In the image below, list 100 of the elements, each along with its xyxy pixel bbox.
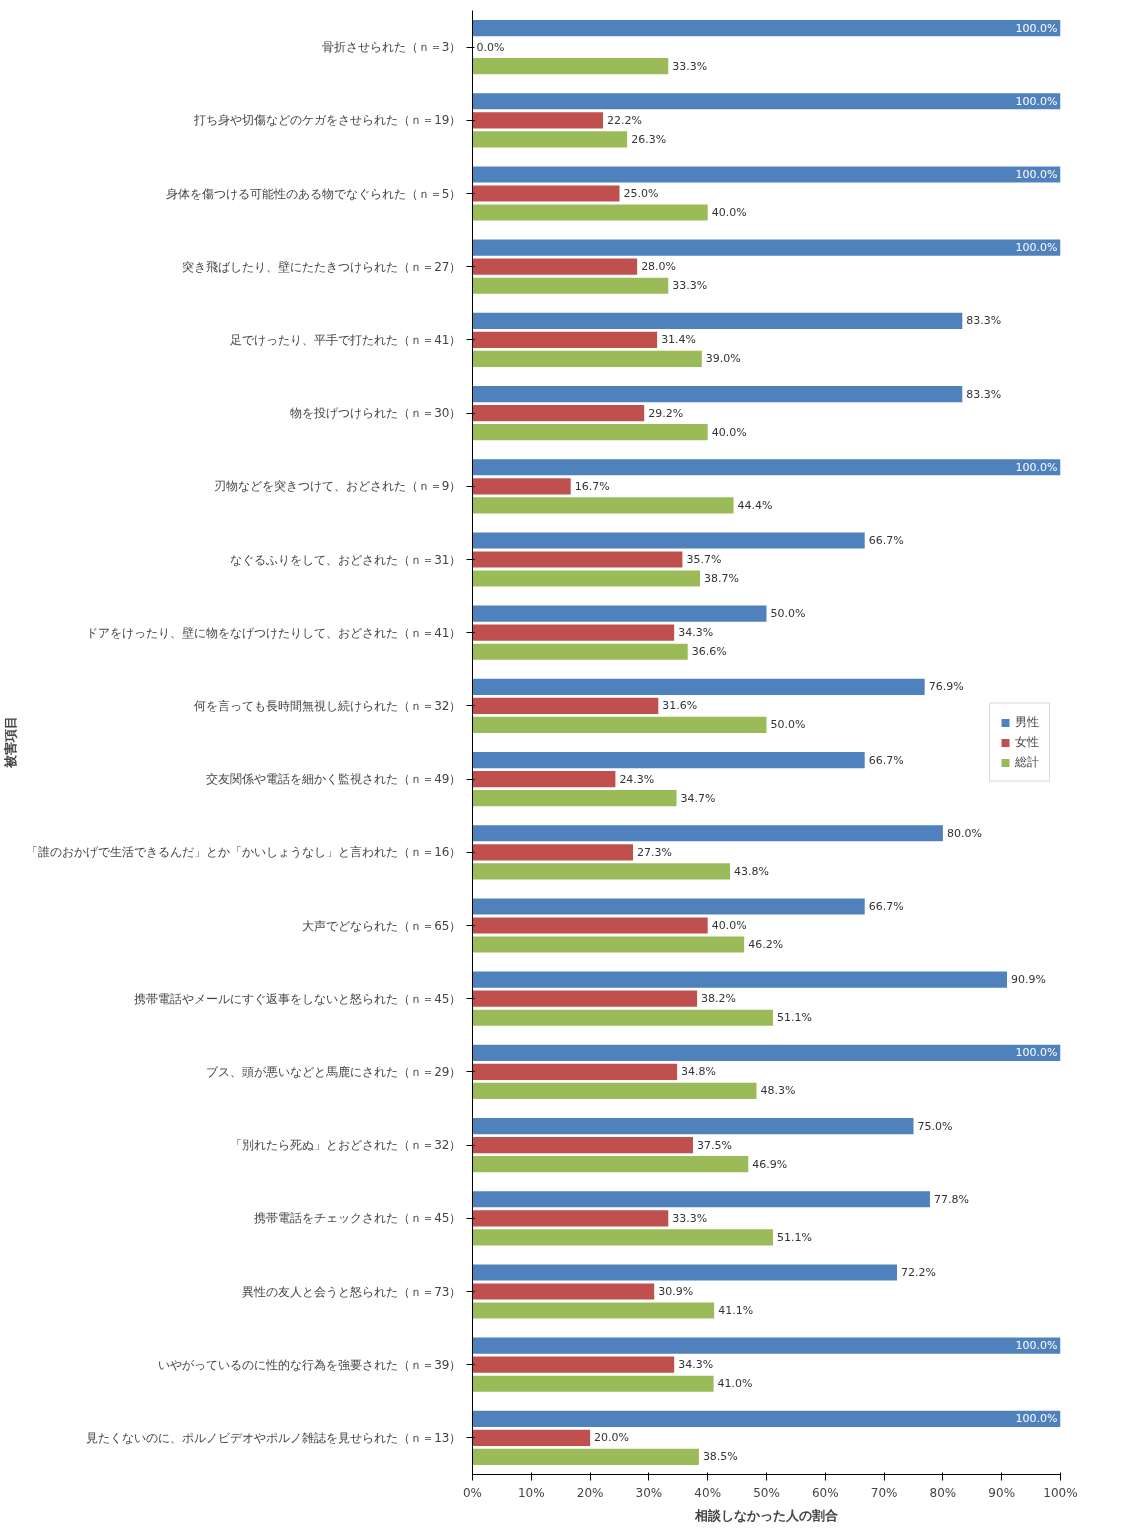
bar	[472, 478, 571, 495]
x-tick-label: 0%	[462, 1485, 483, 1500]
y-tick-label: ドアをけったり、壁に物をなげつけたりして、おどされた（ｎ＝41）	[86, 625, 462, 640]
data-label: 66.7%	[868, 753, 904, 767]
bar	[472, 1264, 898, 1281]
data-label: 22.2%	[607, 113, 642, 127]
data-label: 34.3%	[678, 626, 714, 640]
bar	[472, 551, 683, 568]
bar	[472, 497, 734, 514]
bar	[472, 1191, 930, 1208]
bar	[472, 825, 943, 842]
data-label: 100.0%	[1015, 167, 1058, 181]
data-label: 33.3%	[672, 1211, 708, 1225]
x-tick-label: 20%	[576, 1485, 604, 1500]
y-tick-label: 異性の友人と会うと怒られた（ｎ＝73）	[242, 1284, 462, 1299]
bar	[472, 204, 708, 221]
y-tick-label: なぐるふりをして、おどされた（ｎ＝31）	[230, 552, 462, 567]
y-tick-label: 交友関係や電話を細かく監視された（ｎ＝49）	[206, 772, 462, 787]
data-label: 31.6%	[662, 699, 698, 713]
bar	[472, 112, 604, 129]
bar	[472, 624, 675, 641]
x-tick-label: 90%	[988, 1485, 1016, 1500]
data-label: 48.3%	[760, 1084, 796, 1098]
y-tick-label: 刃物などを突きつけて、おどされた（ｎ＝9）	[213, 479, 462, 494]
bar	[472, 131, 628, 148]
bar	[472, 697, 659, 714]
data-label: 34.7%	[680, 791, 716, 805]
x-tick-label: 80%	[929, 1485, 957, 1500]
data-label: 31.4%	[661, 333, 697, 347]
bar	[472, 239, 1061, 256]
bar	[472, 19, 1061, 37]
data-label: 40.0%	[711, 206, 747, 220]
bar	[472, 1375, 714, 1392]
data-label: 66.7%	[868, 899, 904, 913]
bar	[472, 1117, 914, 1135]
data-label: 38.2%	[701, 992, 737, 1006]
data-label: 37.5%	[697, 1138, 732, 1152]
data-label: 43.8%	[734, 864, 769, 878]
data-label: 46.9%	[752, 1157, 788, 1171]
y-tick-label: 「誰のおかげで生活できるんだ」とか「かいしょうなし」と言われた（ｎ＝16）	[26, 845, 462, 860]
data-label: 41.1%	[718, 1304, 754, 1318]
data-label: 100.0%	[1015, 1412, 1058, 1426]
bar	[472, 1137, 693, 1154]
bar	[472, 459, 1061, 476]
x-tick-label: 100%	[1043, 1485, 1078, 1500]
data-label: 100.0%	[1015, 94, 1058, 108]
data-label: 20.0%	[594, 1431, 630, 1445]
data-label: 28.0%	[641, 260, 677, 274]
bar	[472, 1302, 715, 1319]
data-label: 38.5%	[702, 1450, 738, 1464]
x-tick-label: 60%	[811, 1485, 839, 1500]
data-label: 90.9%	[1010, 973, 1046, 987]
legend-label: 男性	[1015, 713, 1039, 731]
data-label: 40.0%	[711, 425, 747, 439]
data-label: 33.3%	[672, 279, 708, 293]
bar	[472, 936, 745, 953]
y-tick-label: 携帯電話やメールにすぐ返事をしないと怒られた（ｎ＝45）	[134, 991, 462, 1006]
x-tick-label: 40%	[694, 1485, 722, 1500]
bar	[472, 643, 688, 660]
data-label: 100.0%	[1015, 241, 1058, 255]
bar	[472, 1283, 655, 1300]
bar	[472, 898, 865, 915]
y-axis-title: 被害項目	[3, 716, 19, 770]
data-label: 83.3%	[966, 387, 1002, 401]
bar	[472, 405, 645, 422]
data-label: 51.1%	[776, 1230, 812, 1244]
y-tick-label: 身体を傷つける可能性のある物でなぐられた（ｎ＝5）	[165, 186, 462, 201]
y-tick-label: 骨折させられた（ｎ＝3）	[321, 40, 462, 55]
bar	[472, 971, 1007, 988]
bar	[472, 570, 701, 587]
y-tick-label: 物を投げつけられた（ｎ＝30）	[290, 406, 462, 421]
x-tick-label: 70%	[870, 1485, 898, 1500]
data-label: 100.0%	[1015, 21, 1058, 35]
y-tick-label: いやがっているのに性的な行為を強要された（ｎ＝39）	[158, 1357, 462, 1372]
bar	[472, 1082, 757, 1100]
data-label: 66.7%	[868, 533, 904, 547]
bar	[472, 1429, 591, 1446]
data-label: 27.3%	[637, 845, 672, 859]
data-label: 16.7%	[574, 479, 610, 493]
data-label: 0.0%	[476, 40, 505, 54]
x-tick-label: 10%	[517, 1485, 545, 1500]
data-label: 72.2%	[901, 1265, 936, 1279]
y-tick-label: 大声でどなられた（ｎ＝65）	[302, 918, 462, 933]
y-tick-label: 突き飛ばしたり、壁にたたきつけられた（ｎ＝27）	[182, 259, 462, 274]
bar	[472, 1063, 678, 1080]
bar	[472, 844, 634, 861]
bar	[472, 312, 963, 329]
bar	[472, 424, 708, 441]
bar	[472, 166, 1061, 183]
y-tick-label: 足でけったり、平手で打たれた（ｎ＝41）	[230, 332, 462, 347]
data-label: 51.1%	[776, 1011, 812, 1025]
bar	[472, 58, 669, 75]
data-label: 100.0%	[1015, 1046, 1058, 1060]
bar	[472, 1044, 1061, 1061]
legend-label: 女性	[1015, 733, 1039, 751]
y-tick-label: ブス、頭が悪いなどと馬鹿にされた（ｎ＝29）	[206, 1064, 462, 1079]
bar	[472, 990, 698, 1007]
y-tick-label: 何を言っても長時間無視し続けられた（ｎ＝32）	[194, 698, 462, 713]
data-label: 39.0%	[705, 352, 741, 366]
x-tick-label: 30%	[635, 1485, 663, 1500]
